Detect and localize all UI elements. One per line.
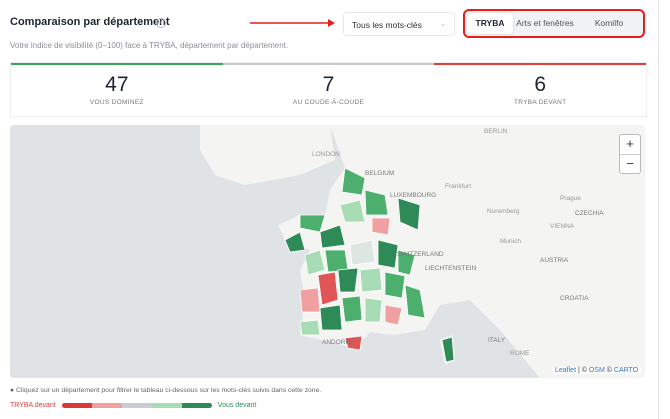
attribution: Leaflet | © OSM © CARTO xyxy=(552,367,642,374)
stat-label: VOUS DOMINEZ xyxy=(89,99,144,106)
map-label: CROATIA xyxy=(560,295,589,302)
stats: 47 VOUS DOMINEZ 7 AU COUDE-À-COUDE 6 TRYBA … xyxy=(10,62,647,117)
map[interactable]: LONDON BELGIUM LUXEMBOURG Frankfurt Nure… xyxy=(10,125,645,378)
note: ● Cliquez sur un département pour filtre… xyxy=(10,387,322,394)
stat: 7 AU COUDE-À-COUDE xyxy=(222,63,435,116)
arrow xyxy=(250,19,335,27)
stat-label: TRYBA DEVANT xyxy=(513,99,567,106)
info-icon[interactable]: i xyxy=(156,18,166,28)
attribution-link[interactable]: Leaflet xyxy=(555,367,577,374)
map-label: Frankfurt xyxy=(445,183,471,190)
attribution-text: | © xyxy=(577,367,587,374)
map-label: Prague xyxy=(560,195,581,202)
zoom-out[interactable]: − xyxy=(626,156,634,171)
map-label: SWITZERLAND xyxy=(397,251,444,258)
attribution-link[interactable]: CARTO xyxy=(613,367,639,374)
attribution-link[interactable]: OSM xyxy=(588,367,605,374)
map-canvas: LONDON BELGIUM LUXEMBOURG Frankfurt Nure… xyxy=(10,125,645,378)
map-label: Munich xyxy=(500,238,521,245)
map-label: ITALY xyxy=(488,337,506,344)
map-label: AUSTRIA xyxy=(540,257,569,264)
map-label: ROME xyxy=(510,350,530,357)
map-label: Nuremberg xyxy=(487,208,520,215)
note-text: Cliquez sur un département pour filtrer … xyxy=(16,387,322,394)
title: Comparaison par département xyxy=(10,16,170,28)
legend-left: TRYBA devant xyxy=(10,402,56,409)
map-label: BELGIUM xyxy=(365,170,394,177)
zoom-control: + − xyxy=(619,134,641,174)
map-label: ANDORRA xyxy=(322,339,355,346)
stat-label: AU COUDE-À-COUDE xyxy=(292,99,365,106)
map-label: LONDON xyxy=(312,151,340,158)
competitor-tabs: TRYBA Arts et fenêtres Komilfo xyxy=(463,9,645,38)
legend: TRYBA devant Vous devant xyxy=(10,402,256,409)
stat: 47 VOUS DOMINEZ xyxy=(11,63,223,116)
attribution-text: © xyxy=(606,367,612,374)
legend-scale xyxy=(61,403,212,408)
stat-value: 6 xyxy=(534,73,547,96)
zoom-in[interactable]: + xyxy=(620,135,640,155)
subtitle: Votre indice de visibilité (0–100) face … xyxy=(10,41,289,50)
legend-right: Vous devant xyxy=(217,402,257,409)
stat: 6 TRYBA DEVANT xyxy=(434,63,647,116)
map-label: VIENNA xyxy=(550,223,575,230)
keyword-dropdown[interactable]: Tous les mots-clés ⌄ xyxy=(343,12,455,36)
dropdown-value: Tous les mots-clés xyxy=(352,20,422,30)
stat-value: 47 xyxy=(105,73,129,96)
tab[interactable]: Komilfo xyxy=(594,18,624,28)
tab[interactable]: Arts et fenêtres xyxy=(516,18,574,28)
map-label: CZECHIA xyxy=(575,210,604,217)
map-label: LIECHTENSTEIN xyxy=(425,265,477,272)
map-label: BERLIN xyxy=(484,128,508,135)
map-label: LUXEMBOURG xyxy=(390,192,436,199)
stat-value: 7 xyxy=(322,73,335,96)
tab[interactable]: TRYBA xyxy=(467,13,513,34)
